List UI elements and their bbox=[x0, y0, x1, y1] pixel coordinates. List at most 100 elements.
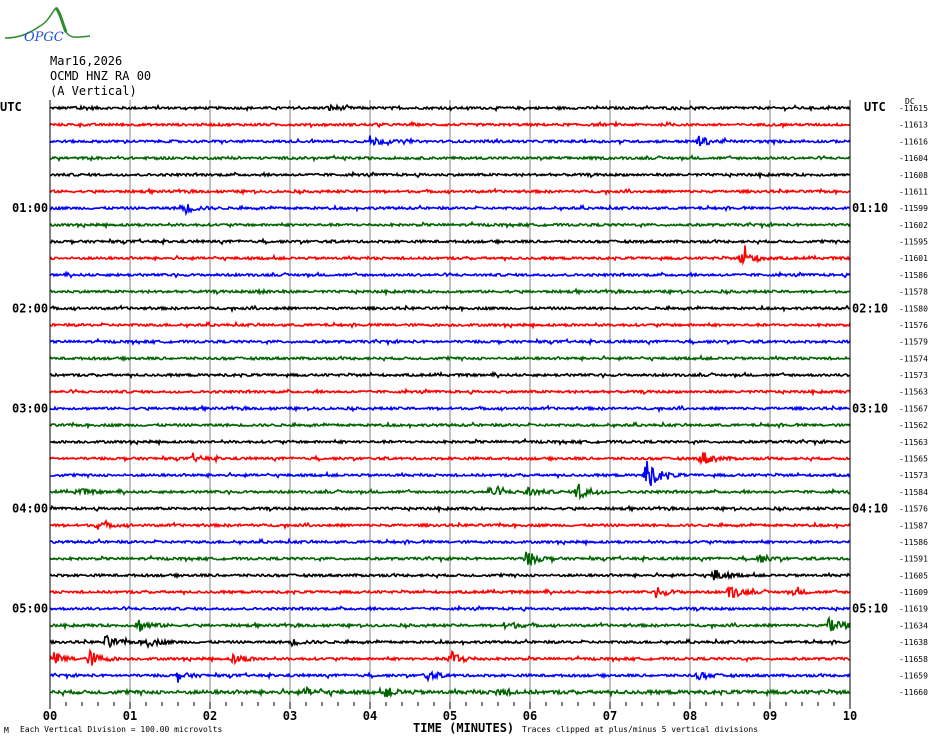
dc-offset-label: -11584 bbox=[899, 488, 928, 497]
seismic-trace bbox=[49, 245, 851, 266]
seismic-trace bbox=[49, 170, 851, 180]
chart-date: Mar16,2026 bbox=[50, 54, 122, 68]
left-hour-label: 03:00 bbox=[12, 401, 48, 415]
seismic-trace bbox=[50, 670, 851, 683]
dc-offset-label: -11576 bbox=[899, 505, 928, 514]
trace-labels: -11615 -11613 -11616 -11604 -11608 -11611 -115… bbox=[12, 104, 928, 697]
dc-offset-label: -11658 bbox=[899, 655, 928, 664]
right-hour-label: 01:10 bbox=[852, 201, 888, 215]
dc-offset-label: -11587 bbox=[899, 521, 928, 530]
seismic-trace bbox=[49, 460, 851, 487]
dc-offset-label: -11586 bbox=[899, 538, 928, 547]
seismic-trace bbox=[49, 585, 851, 599]
dc-offset-label: -11604 bbox=[899, 154, 928, 163]
seismic-trace bbox=[49, 420, 851, 430]
dc-offset-label: -11574 bbox=[899, 354, 928, 363]
left-hour-label: 05:00 bbox=[12, 602, 48, 616]
grid bbox=[49, 100, 851, 702]
left-utc-header: UTC bbox=[0, 100, 22, 114]
seismic-trace bbox=[49, 404, 851, 414]
corner-mark: M bbox=[4, 726, 9, 735]
x-tick-label: 07 bbox=[603, 709, 617, 723]
dc-offset-label: -11659 bbox=[899, 671, 928, 680]
x-tick-label: 04 bbox=[363, 709, 377, 723]
x-axis: 00 01 02 03 04 05 06 07 08 09 10 bbox=[43, 100, 857, 723]
seismic-trace bbox=[49, 203, 850, 217]
dc-offset-label: -11634 bbox=[899, 621, 928, 630]
seismic-trace bbox=[49, 220, 851, 230]
seismic-trace bbox=[49, 452, 851, 466]
left-hour-label: 02:00 bbox=[12, 301, 48, 315]
x-tick-label: 05 bbox=[443, 709, 457, 723]
seismic-trace bbox=[49, 537, 851, 547]
x-axis-label: TIME (MINUTES) bbox=[413, 721, 514, 735]
x-tick-label: 10 bbox=[843, 709, 857, 723]
dc-offset-label: -11562 bbox=[899, 421, 928, 430]
seismic-trace bbox=[49, 615, 851, 632]
dc-offset-label: -11573 bbox=[899, 371, 928, 380]
seismic-trace bbox=[49, 103, 851, 113]
x-tick-label: 03 bbox=[283, 709, 297, 723]
traces bbox=[49, 103, 851, 699]
right-hour-label: 02:10 bbox=[852, 301, 888, 315]
seismic-trace bbox=[49, 518, 851, 531]
dc-offset-label: -11563 bbox=[899, 438, 928, 447]
dc-offset-label: -11576 bbox=[899, 321, 928, 330]
opgc-logo: OPGC bbox=[4, 6, 91, 45]
dc-offset-label: -11616 bbox=[899, 137, 928, 146]
seismic-trace bbox=[49, 337, 851, 347]
dc-offset-label: -11638 bbox=[899, 638, 928, 647]
seismic-trace bbox=[49, 370, 851, 380]
seismic-trace bbox=[49, 387, 851, 397]
x-tick-label: 01 bbox=[123, 709, 137, 723]
seismic-trace bbox=[49, 648, 850, 666]
dc-offset-label: -11565 bbox=[899, 454, 928, 463]
x-tick-label: 08 bbox=[683, 709, 697, 723]
right-utc-header: UTC bbox=[864, 100, 886, 114]
x-tick-label: 02 bbox=[203, 709, 217, 723]
seismic-trace bbox=[49, 569, 851, 581]
dc-offset-label: -11567 bbox=[899, 404, 928, 413]
scale-note: Each Vertical Division = 100.00 microvol… bbox=[20, 725, 222, 734]
dc-offset-label: -11586 bbox=[899, 271, 928, 280]
left-hour-label: 04:00 bbox=[12, 502, 48, 516]
x-tick-label: 09 bbox=[763, 709, 777, 723]
seismic-trace bbox=[49, 287, 851, 297]
station-id: OCMD HNZ RA 00 bbox=[50, 69, 151, 83]
seismic-trace bbox=[49, 604, 851, 613]
seismic-trace bbox=[49, 119, 851, 130]
right-hour-label: 04:10 bbox=[852, 502, 888, 516]
clip-note: Traces clipped at plus/minus 5 vertical … bbox=[522, 725, 758, 734]
dc-offset-label: -11611 bbox=[899, 187, 928, 196]
seismic-trace bbox=[49, 304, 851, 313]
dc-offset-label: -11660 bbox=[899, 688, 928, 697]
seismic-trace bbox=[49, 320, 851, 330]
dc-offset-label: -11605 bbox=[899, 571, 928, 580]
seismic-trace bbox=[49, 437, 851, 447]
dc-offset-label: -11601 bbox=[899, 254, 928, 263]
seismic-trace bbox=[49, 237, 851, 247]
dc-offset-label: -11595 bbox=[899, 238, 928, 247]
seismic-trace bbox=[50, 685, 851, 699]
right-hour-label: 03:10 bbox=[852, 401, 888, 415]
x-tick-label: 06 bbox=[523, 709, 537, 723]
seismic-trace bbox=[50, 483, 851, 501]
dc-offset-label: -11619 bbox=[899, 605, 928, 614]
x-tick-label: 00 bbox=[43, 709, 57, 723]
dc-offset-label: -11563 bbox=[899, 388, 928, 397]
seismic-trace bbox=[49, 154, 850, 163]
seismic-trace bbox=[49, 135, 851, 147]
dc-offset-label: -11579 bbox=[899, 338, 928, 347]
dc-offset-label: -11613 bbox=[899, 121, 928, 130]
seismic-trace bbox=[49, 634, 851, 649]
seismic-trace bbox=[49, 504, 851, 514]
dc-offset-label: -11591 bbox=[899, 555, 928, 564]
dc-offset-label: -11608 bbox=[899, 171, 928, 180]
dc-offset-label: -11573 bbox=[899, 471, 928, 480]
svg-text:OPGC: OPGC bbox=[24, 30, 64, 45]
seismic-trace bbox=[49, 551, 851, 567]
dc-offset-label: -11615 bbox=[899, 104, 928, 113]
dc-header: DC bbox=[905, 97, 915, 106]
dc-offset-label: -11580 bbox=[899, 304, 928, 313]
